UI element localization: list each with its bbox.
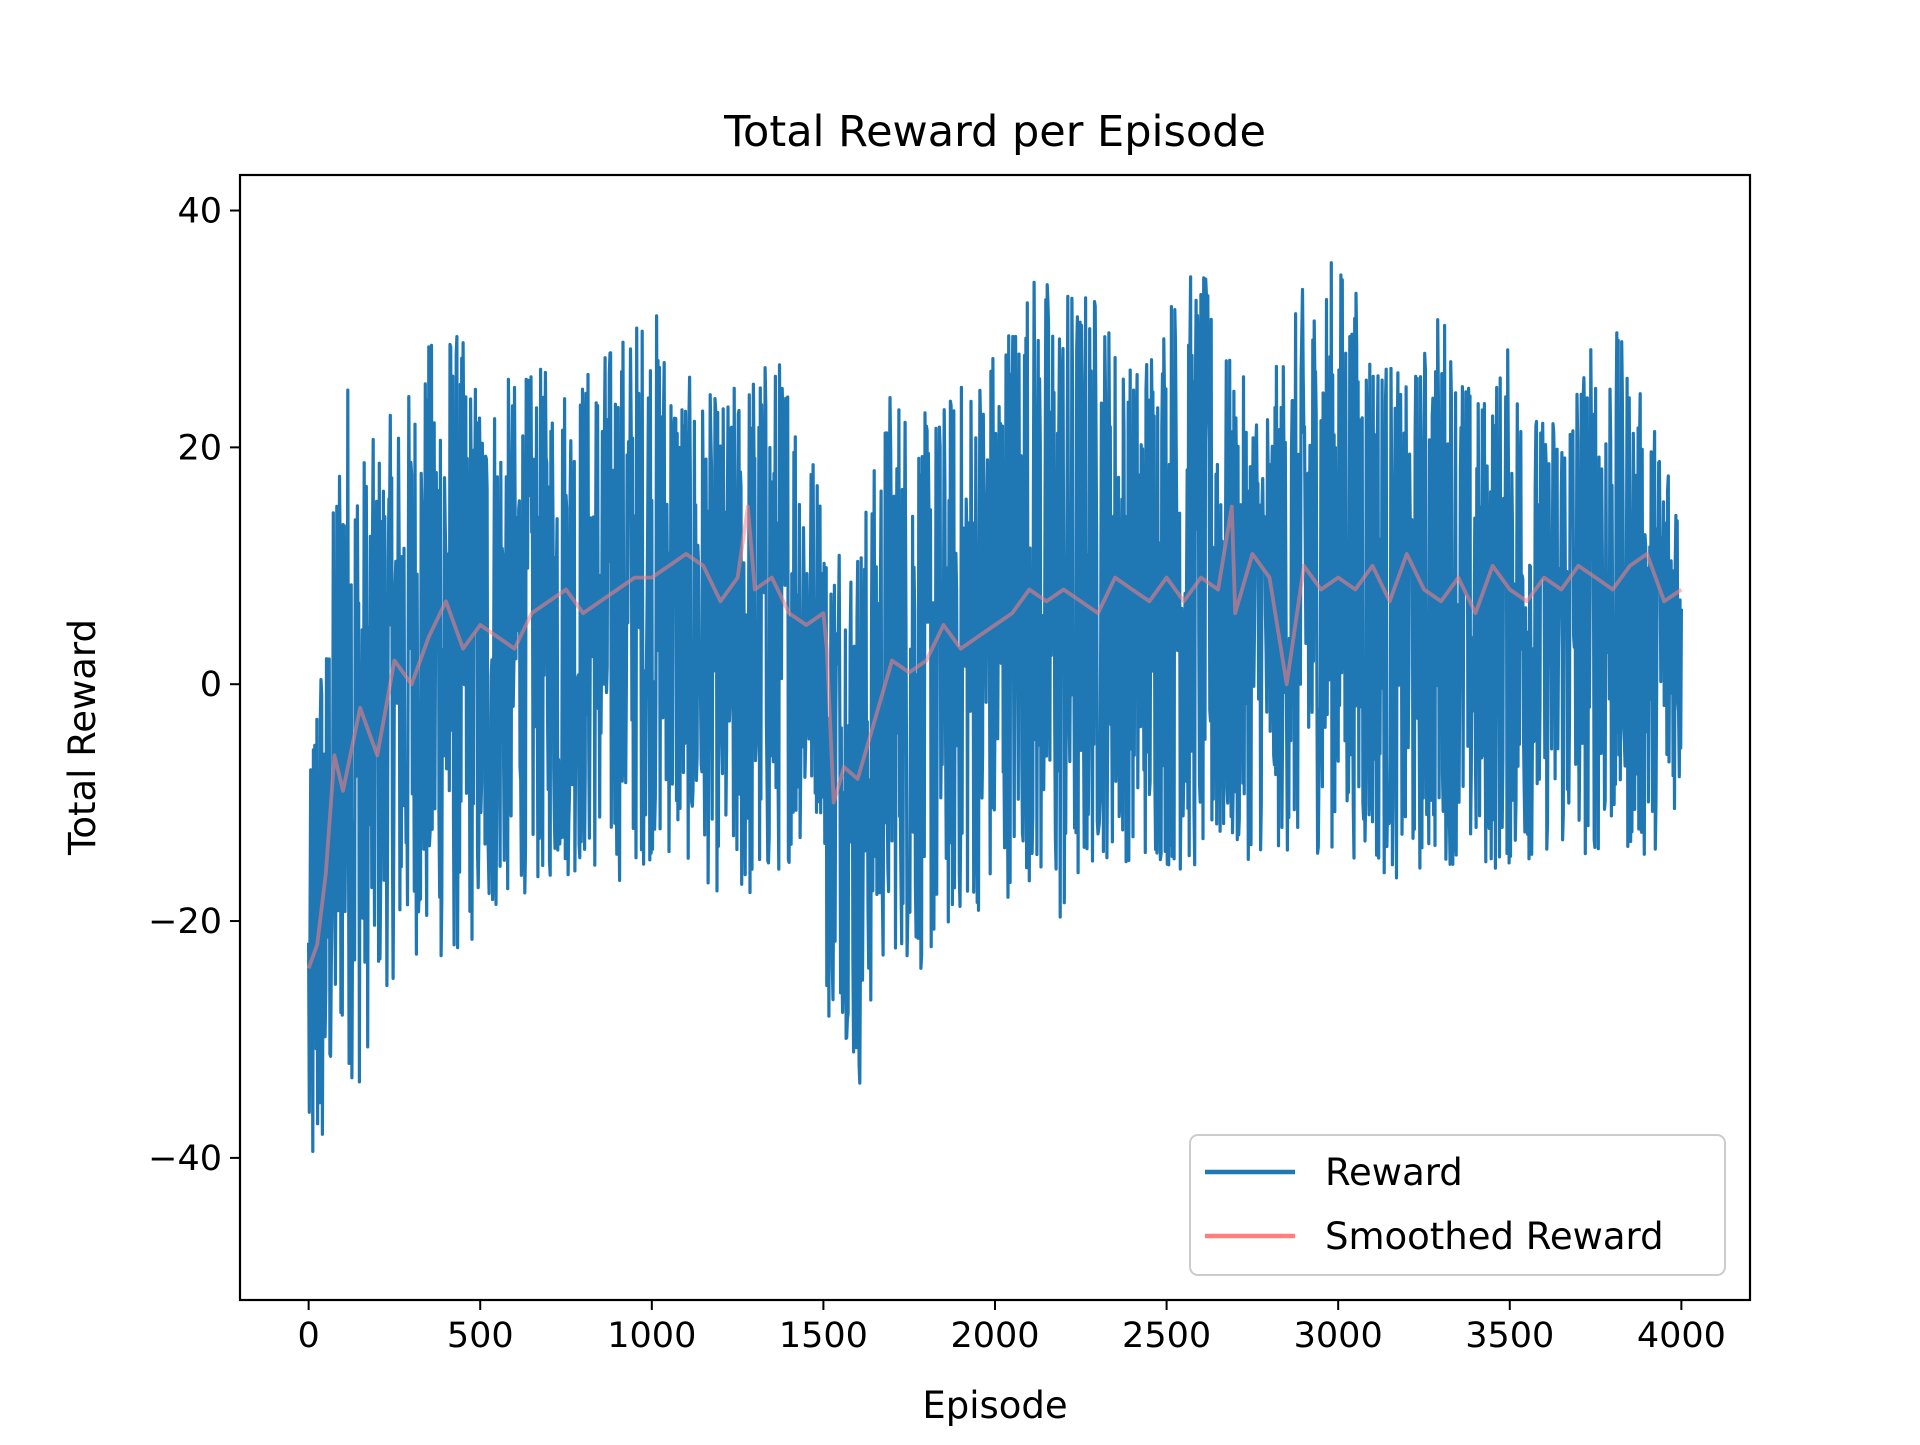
reward-series-group — [307, 261, 1683, 1153]
x-tick-label: 2500 — [1122, 1316, 1211, 1356]
smoothed-series-group — [306, 504, 1683, 970]
x-tick-label: 3500 — [1465, 1316, 1554, 1356]
x-tick-label: 500 — [447, 1316, 514, 1356]
x-tick-label: 1000 — [607, 1316, 696, 1356]
y-tick-label: −40 — [148, 1139, 222, 1179]
y-tick-label: −20 — [148, 902, 222, 942]
x-tick-label: 1500 — [779, 1316, 868, 1356]
y-tick-label: 40 — [177, 192, 222, 232]
x-tick-label: 4000 — [1637, 1316, 1726, 1356]
y-axis-label: Total Reward — [61, 619, 104, 856]
chart-title: Total Reward per Episode — [723, 107, 1266, 157]
legend-smoothed-label: Smoothed Reward — [1325, 1215, 1664, 1258]
legend-reward-label: Reward — [1325, 1151, 1463, 1194]
y-tick-label: 0 — [200, 665, 222, 705]
x-tick-label: 2000 — [950, 1316, 1039, 1356]
reward-series-line — [307, 261, 1683, 1153]
x-tick-label: 0 — [297, 1316, 319, 1356]
plot-area — [306, 261, 1683, 1153]
x-axis-ticks: 0 500 1000 1500 2000 2500 3000 3500 4000 — [297, 1300, 1726, 1356]
x-tick-label: 3000 — [1294, 1316, 1383, 1356]
legend-box — [1189, 1134, 1726, 1276]
smoothed-reward-series-line — [306, 504, 1683, 970]
x-axis-label: Episode — [922, 1384, 1067, 1427]
y-axis-ticks: −40 −20 0 20 40 — [148, 192, 240, 1179]
y-tick-label: 20 — [177, 428, 222, 468]
legend: Reward Smoothed Reward — [1189, 1134, 1726, 1276]
